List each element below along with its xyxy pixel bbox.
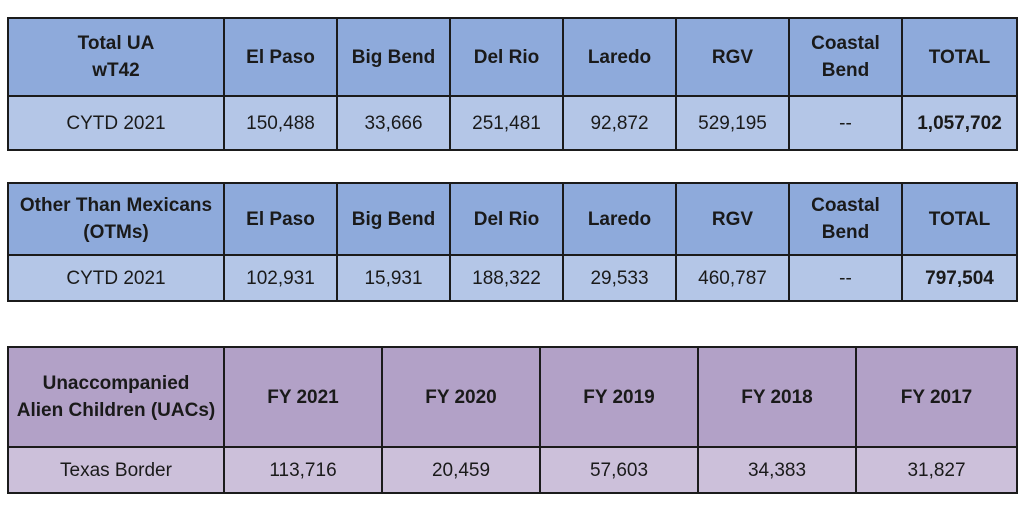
table-header-row: Total UA wT42 El Paso Big Bend Del Rio L… [7,17,1018,97]
data-cell: 92,872 [562,95,677,151]
header-cell: Big Bend [336,17,451,97]
header-cell: El Paso [223,17,338,97]
data-cell: -- [788,254,903,302]
header-cell: Big Bend [336,182,451,256]
header-cell: RGV [675,182,790,256]
header-cell: RGV [675,17,790,97]
header-cell: Laredo [562,17,677,97]
table-header-row: Other Than Mexicans (OTMs) El Paso Big B… [7,182,1018,256]
row-label: CYTD 2021 [7,254,225,302]
header-cell: Coastal Bend [788,17,903,97]
header-cell: Del Rio [449,182,564,256]
table-row: Texas Border 113,716 20,459 57,603 34,38… [7,446,1018,494]
header-cell: Laredo [562,182,677,256]
table-row: CYTD 2021 150,488 33,666 251,481 92,872 … [7,95,1018,151]
data-cell: 529,195 [675,95,790,151]
header-cell: TOTAL [901,17,1018,97]
data-cell: 15,931 [336,254,451,302]
otm-table: Other Than Mexicans (OTMs) El Paso Big B… [7,182,1018,302]
header-cell: Coastal Bend [788,182,903,256]
data-cell: 102,931 [223,254,338,302]
table-header-row: Unaccompanied Alien Children (UACs) FY 2… [7,346,1018,448]
row-label: Texas Border [7,446,225,494]
data-cell: 57,603 [539,446,699,494]
header-cell: Unaccompanied Alien Children (UACs) [7,346,225,448]
data-cell: 29,533 [562,254,677,302]
data-cell: 34,383 [697,446,857,494]
header-cell: Del Rio [449,17,564,97]
data-cell: 113,716 [223,446,383,494]
header-cell: Total UA wT42 [7,17,225,97]
data-cell: 460,787 [675,254,790,302]
data-cell: 150,488 [223,95,338,151]
data-cell: 251,481 [449,95,564,151]
data-cell: 33,666 [336,95,451,151]
header-cell: Other Than Mexicans (OTMs) [7,182,225,256]
header-cell: TOTAL [901,182,1018,256]
row-label: CYTD 2021 [7,95,225,151]
header-cell: FY 2019 [539,346,699,448]
table-row: CYTD 2021 102,931 15,931 188,322 29,533 … [7,254,1018,302]
header-cell: El Paso [223,182,338,256]
header-cell: FY 2017 [855,346,1018,448]
header-cell: FY 2021 [223,346,383,448]
total-cell: 1,057,702 [901,95,1018,151]
total-ua-table: Total UA wT42 El Paso Big Bend Del Rio L… [7,17,1018,151]
uac-table: Unaccompanied Alien Children (UACs) FY 2… [7,346,1018,494]
data-cell: 188,322 [449,254,564,302]
data-cell: 31,827 [855,446,1018,494]
data-cell: -- [788,95,903,151]
data-cell: 20,459 [381,446,541,494]
header-cell: FY 2018 [697,346,857,448]
header-cell: FY 2020 [381,346,541,448]
total-cell: 797,504 [901,254,1018,302]
